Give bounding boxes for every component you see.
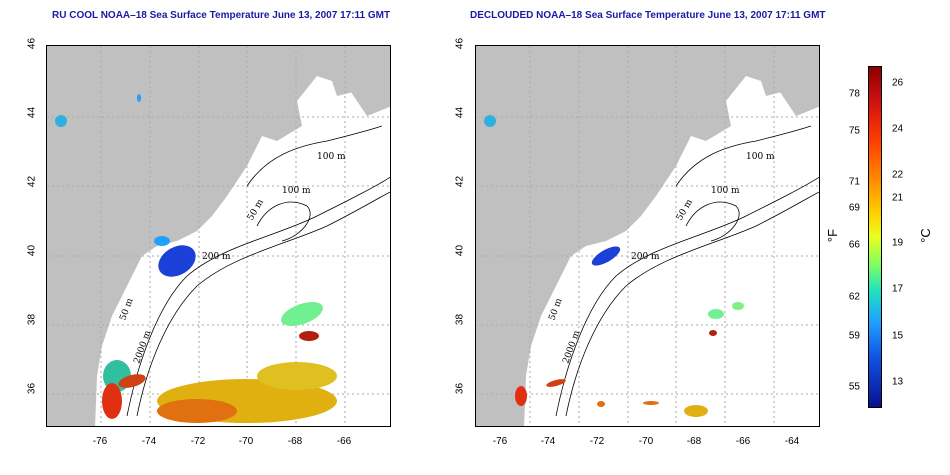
grid (47, 46, 390, 426)
colorbar-c-tick: 21 (892, 192, 904, 204)
left-map-title: RU COOL NOAA–18 Sea Surface Temperature … (52, 10, 391, 21)
colorbar-f-tick: 59 (848, 330, 860, 342)
colorbar-f-tick: 69 (848, 202, 860, 214)
left-y-tick: 46 (26, 37, 38, 50)
right-x-tick: -64 (784, 436, 800, 447)
bathymetry-contours (126, 125, 390, 417)
grid (476, 46, 819, 426)
contour-label-100m-b: 100 m (711, 186, 740, 196)
right-y-tick: 36 (454, 382, 466, 395)
colorbar-c-tick: 24 (892, 123, 904, 135)
left-x-tick: -74 (141, 436, 157, 447)
colorbar-f-tick: 55 (848, 381, 860, 393)
colorbar-c-tick: 22 (892, 169, 904, 181)
right-y-tick: 42 (454, 175, 466, 188)
colorbar-f-tick: 66 (848, 239, 860, 251)
nova-scotia (756, 56, 819, 101)
contour-label-100m-b: 100 m (282, 186, 311, 196)
contour-label-100m-a: 100 m (746, 152, 775, 162)
temperature-colorbar (868, 66, 882, 408)
colorbar-f-tick: 75 (848, 125, 860, 137)
right-x-tick: -74 (540, 436, 556, 447)
right-map-svg: 100 m 100 m 50 m 200 m 50 m 2000 m (476, 46, 819, 426)
colorbar-f-tick: 78 (848, 88, 860, 100)
colorbar-c-tick: 17 (892, 283, 904, 295)
colorbar-f-tick: 71 (848, 176, 860, 188)
right-y-tick: 46 (454, 37, 466, 50)
right-sst-map: 100 m 100 m 50 m 200 m 50 m 2000 m (475, 45, 820, 427)
right-x-tick: -66 (735, 436, 751, 447)
left-x-tick: -66 (336, 436, 352, 447)
contour-label-100m-a: 100 m (317, 152, 346, 162)
left-map-svg: 100 m 100 m 50 m 200 m 50 m 2000 m (47, 46, 390, 426)
contour-label-2000m: 2000 m (132, 329, 153, 365)
right-y-tick: 44 (454, 106, 466, 119)
right-y-tick: 40 (454, 244, 466, 257)
contour-label-50m-b: 50 m (118, 297, 135, 322)
contour-label-2000m: 2000 m (561, 329, 582, 365)
contour-label-50m-a: 50 m (246, 197, 266, 222)
contour-label-200m: 200 m (631, 252, 660, 262)
sst-patches (55, 94, 337, 423)
contour-label-50m-a: 50 m (675, 197, 695, 222)
right-y-tick: 38 (454, 313, 466, 326)
colorbar-c-tick: 15 (892, 330, 904, 342)
colorbar-c-tick: 26 (892, 77, 904, 89)
nova-scotia (327, 56, 390, 101)
left-y-tick: 36 (26, 382, 38, 395)
right-x-tick: -70 (638, 436, 654, 447)
sst-patches (484, 115, 744, 417)
land (476, 46, 819, 426)
colorbar-c-tick: 19 (892, 237, 904, 249)
bathymetry-contours (555, 125, 819, 417)
celsius-unit-label: °C (917, 228, 933, 243)
colorbar-c-tick: 13 (892, 376, 904, 388)
left-x-tick: -68 (287, 436, 303, 447)
left-y-tick: 42 (26, 175, 38, 188)
right-map-title: DECLOUDED NOAA–18 Sea Surface Temperatur… (470, 10, 826, 21)
land (47, 46, 390, 426)
left-sst-map: 100 m 100 m 50 m 200 m 50 m 2000 m (46, 45, 391, 427)
left-x-tick: -70 (238, 436, 254, 447)
left-x-tick: -76 (92, 436, 108, 447)
right-x-tick: -68 (686, 436, 702, 447)
right-x-tick: -72 (589, 436, 605, 447)
left-y-tick: 44 (26, 106, 38, 119)
right-x-tick: -76 (492, 436, 508, 447)
left-y-tick: 40 (26, 244, 38, 257)
left-x-tick: -72 (190, 436, 206, 447)
colorbar-f-tick: 62 (848, 291, 860, 303)
contour-label-200m: 200 m (202, 252, 231, 262)
left-y-tick: 38 (26, 313, 38, 326)
fahrenheit-unit-label: °F (825, 228, 841, 243)
contour-label-50m-b: 50 m (547, 297, 564, 322)
